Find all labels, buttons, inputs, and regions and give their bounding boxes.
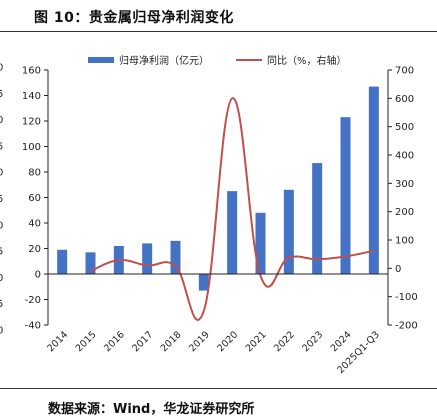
bar-2018 (171, 241, 181, 274)
y-right-tick-label: -200 (395, 321, 418, 332)
y-axis-left: -40 -20 0 20 40 60 80 100 120 140 160 (22, 66, 48, 332)
left-edge-tick-label: 5 (0, 194, 3, 205)
x-tick-label: 2023 (300, 329, 325, 354)
x-tick-label: 2018 (159, 329, 184, 354)
y-left-tick-label: 80 (28, 168, 41, 179)
left-edge-tick-label: 5 (0, 247, 3, 258)
y-left-tick-label: 120 (22, 117, 41, 128)
x-tick-label: 2022 (272, 329, 297, 354)
x-tick-label: 2014 (45, 329, 70, 354)
y-left-tick-label: 40 (28, 219, 41, 230)
x-tick-label: 2019 (187, 329, 212, 354)
bar-2025Q1-Q3 (369, 87, 379, 274)
y-left-tick-label: -20 (25, 295, 41, 306)
x-tick-label: 2024 (329, 329, 354, 354)
y-left-tick-label: 100 (22, 142, 41, 153)
y-right-tick-label: 200 (395, 207, 414, 218)
y-left-tick-label: 20 (28, 244, 41, 255)
left-edge-tick-label: 0 (0, 220, 3, 231)
y-axis-right: -200 -100 0 100 200 300 400 500 600 700 (388, 66, 418, 332)
left-edge-tick-label: 5 (0, 89, 3, 100)
bar-2014 (57, 250, 67, 274)
source-note: 数据来源：Wind，华龙证券研究所 (48, 398, 254, 417)
x-tick-label: 2021 (244, 329, 269, 354)
y-left-tick-label: 160 (22, 66, 41, 77)
legend: 归母净利润（亿元） 同比（%，右轴） (88, 54, 347, 67)
bar-2019 (199, 274, 209, 291)
y-right-tick-label: 300 (395, 179, 414, 190)
left-edge-ticks: 0 5 0 5 0 5 0 5 0 5 0 (0, 63, 3, 337)
left-edge-tick-label: 0 (0, 326, 3, 337)
legend-swatch-bar (88, 57, 114, 63)
y-left-tick-label: 140 (22, 91, 41, 102)
left-edge-tick-label: 0 (0, 168, 3, 179)
y-right-tick-label: -100 (395, 292, 418, 303)
y-left-tick-label: 0 (35, 270, 41, 281)
legend-label-line: 同比（%，右轴） (267, 54, 347, 67)
bar-2020 (227, 191, 237, 274)
left-edge-tick-label: 5 (0, 141, 3, 152)
bar-2023 (312, 163, 322, 274)
y-right-tick-label: 700 (395, 66, 414, 77)
y-right-tick-label: 0 (395, 264, 401, 275)
y-right-tick-label: 600 (395, 94, 414, 105)
x-tick-label: 2016 (102, 329, 127, 354)
left-edge-tick-label: 0 (0, 63, 3, 74)
legend-label-bar: 归母净利润（亿元） (119, 54, 209, 67)
y-left-tick-label: -40 (25, 321, 41, 332)
x-tick-label: 2017 (130, 329, 155, 354)
bar-2024 (341, 117, 351, 274)
y-right-tick-label: 500 (395, 122, 414, 133)
y-left-tick-label: 60 (28, 193, 41, 204)
left-edge-tick-label: 0 (0, 273, 3, 284)
left-edge-tick-label: 5 (0, 299, 3, 310)
footer-divider (0, 388, 437, 389)
x-tick-label: 2015 (74, 329, 99, 354)
bar-2017 (142, 243, 152, 274)
x-tick-label: 2020 (215, 329, 240, 354)
y-right-tick-label: 400 (395, 151, 414, 162)
left-edge-tick-label: 0 (0, 115, 3, 126)
y-right-tick-label: 100 (395, 236, 414, 247)
